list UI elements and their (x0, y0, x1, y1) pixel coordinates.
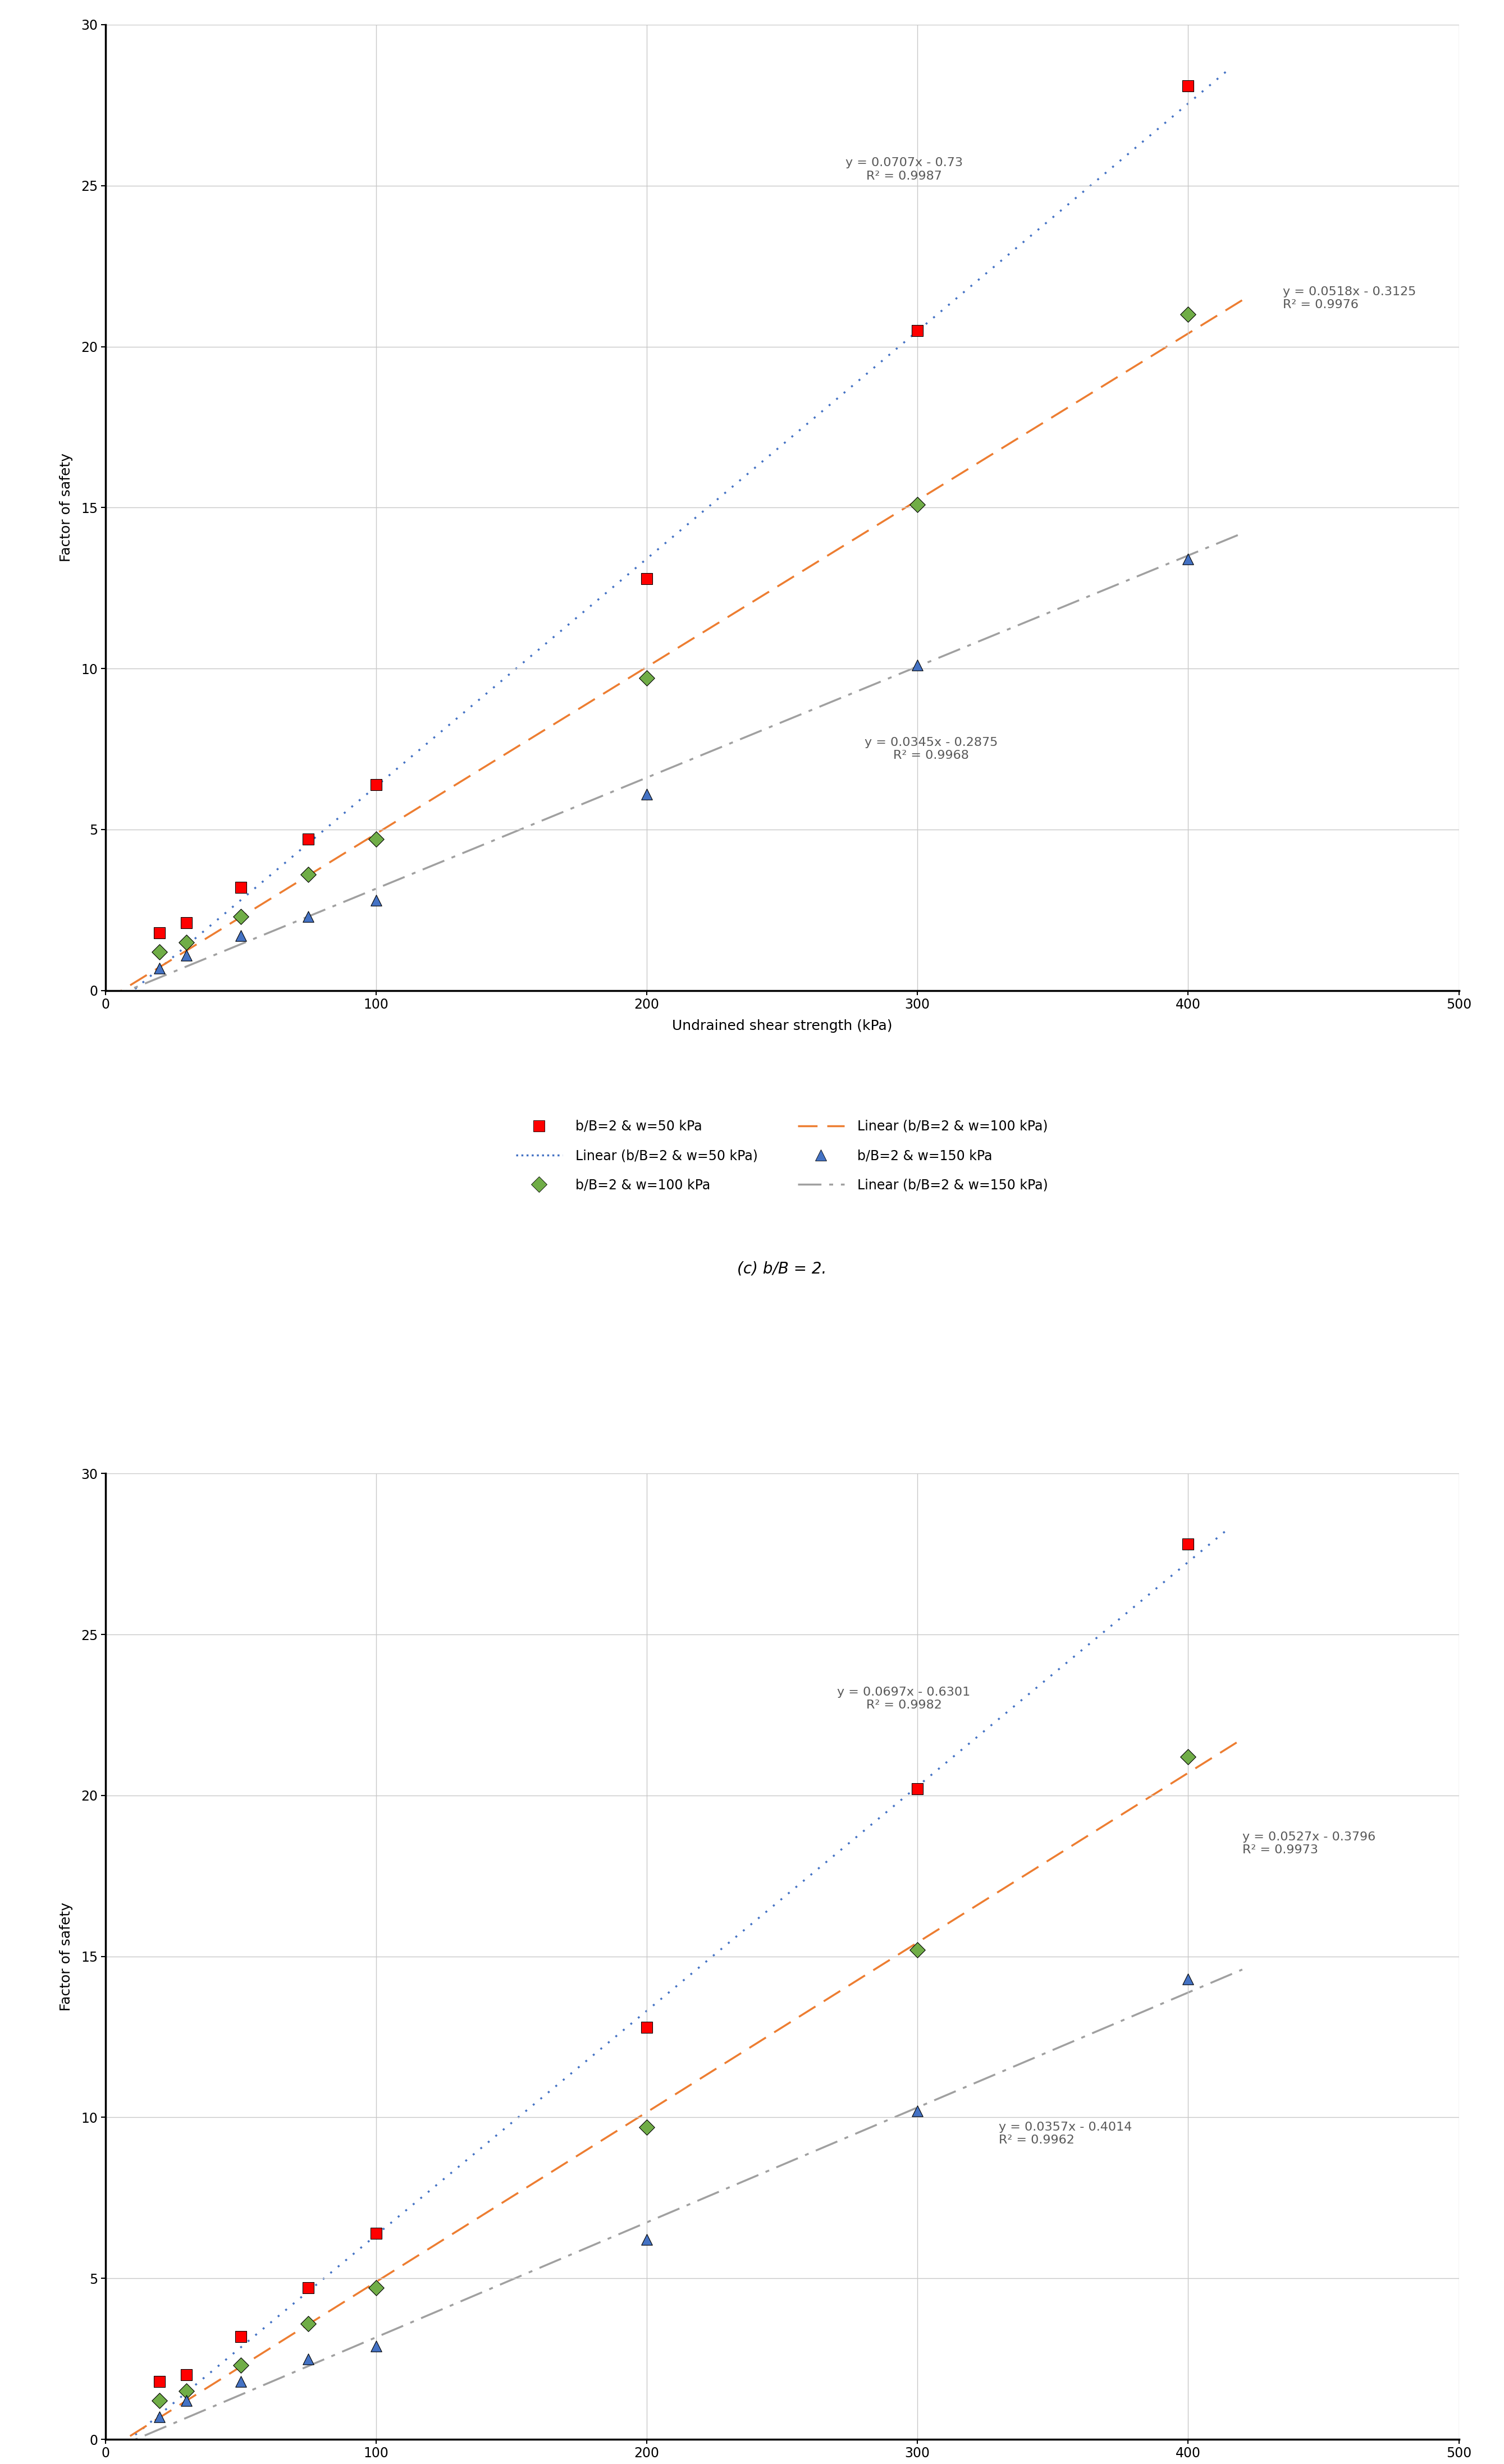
Point (174, 2356, 199, 2395)
Point (905, 646, 929, 685)
Point (296, 821, 320, 860)
Text: y = 0.0345x - 0.2875
R² = 0.9968: y = 0.0345x - 0.2875 R² = 0.9968 (865, 737, 997, 761)
Point (147, 2361, 171, 2400)
Point (635, 774, 659, 813)
Text: y = 0.0357x - 0.4014
R² = 0.9962: y = 0.0357x - 0.4014 R² = 0.9962 (999, 2122, 1133, 2146)
Text: y = 0.0518x - 0.3125
R² = 0.9976: y = 0.0518x - 0.3125 R² = 0.9976 (1283, 286, 1417, 310)
Point (635, 2008, 659, 2048)
Text: (c) b/B = 2.: (c) b/B = 2. (737, 1262, 827, 1276)
Text: y = 0.0697x - 0.6301
R² = 0.9982: y = 0.0697x - 0.6301 R² = 0.9982 (838, 1688, 970, 1710)
Point (174, 936, 199, 976)
Point (905, 1769, 929, 1809)
Point (905, 1929, 929, 1969)
Point (635, 658, 659, 697)
Text: y = 0.0707x - 0.73
R² = 0.9987: y = 0.0707x - 0.73 R² = 0.9987 (845, 158, 963, 182)
Point (296, 2269, 320, 2309)
Point (229, 2346, 253, 2385)
Point (229, 897, 253, 936)
Point (147, 949, 171, 988)
Point (364, 2326, 388, 2365)
Point (635, 2220, 659, 2259)
Point (296, 2338, 320, 2378)
Point (229, 2316, 253, 2356)
Point (1176, 1525, 1200, 1565)
Y-axis label: Factor of safety: Factor of safety (60, 1902, 74, 2011)
Legend: b/B=2 & w=50 kPa, Linear (b/B=2 & w=50 kPa), b/B=2 & w=100 kPa, Linear (b/B=2 & : b/B=2 & w=50 kPa, Linear (b/B=2 & w=50 k… (510, 1114, 1054, 1198)
Point (147, 2397, 171, 2437)
Point (174, 904, 199, 944)
Point (174, 2380, 199, 2420)
Point (1176, 1737, 1200, 1777)
Point (905, 2092, 929, 2131)
Point (174, 2370, 199, 2410)
Point (364, 764, 388, 803)
Point (364, 2269, 388, 2309)
Point (1176, 67, 1200, 106)
Point (174, 922, 199, 961)
Point (905, 485, 929, 525)
Text: y = 0.0527x - 0.3796
R² = 0.9973: y = 0.0527x - 0.3796 R² = 0.9973 (1242, 1831, 1376, 1855)
Point (905, 310, 929, 350)
Point (147, 2380, 171, 2420)
Point (147, 912, 171, 951)
Point (229, 2361, 253, 2400)
Point (1176, 540, 1200, 579)
Y-axis label: Factor of safety: Factor of safety (60, 453, 74, 562)
Point (364, 880, 388, 919)
Point (296, 2304, 320, 2343)
Point (364, 821, 388, 860)
Point (364, 2213, 388, 2252)
Point (1176, 1959, 1200, 1998)
Point (296, 855, 320, 894)
Point (229, 867, 253, 907)
Point (147, 931, 171, 971)
X-axis label: Undrained shear strength (kPa): Undrained shear strength (kPa) (672, 1020, 892, 1032)
Point (296, 897, 320, 936)
Point (1176, 296, 1200, 335)
Point (229, 917, 253, 956)
Point (635, 2107, 659, 2146)
Point (635, 559, 659, 599)
